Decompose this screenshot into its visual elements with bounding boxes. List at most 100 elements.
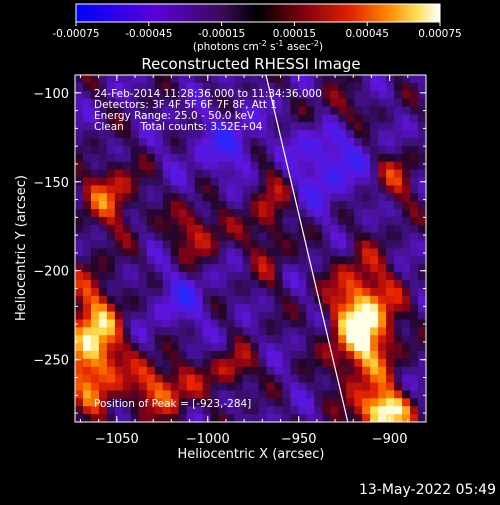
heatmap-cell [218, 185, 228, 194]
heatmap-cell [274, 327, 284, 336]
heatmap-cell [306, 193, 315, 202]
heatmap-cell [330, 216, 339, 226]
heatmap-cell [322, 169, 331, 179]
heatmap-cell [178, 169, 188, 179]
heatmap-cell [314, 390, 323, 399]
heatmap-cell [226, 280, 236, 289]
heatmap-cell [322, 153, 331, 163]
heatmap-cell [346, 374, 355, 384]
heatmap-cell [370, 209, 379, 218]
heatmap-cell [106, 311, 116, 321]
heatmap-cell [114, 351, 124, 360]
heatmap-cell [90, 216, 100, 226]
heatmap-cell [194, 161, 204, 171]
heatmap-cell [290, 390, 299, 399]
heatmap-cell [362, 327, 371, 336]
heatmap-cell [410, 145, 419, 155]
heatmap-cell [298, 145, 307, 155]
heatmap-cell [386, 224, 395, 234]
heatmap-cell [338, 209, 347, 218]
heatmap-cell [338, 272, 347, 281]
heatmap-cell [75, 161, 84, 171]
heatmap-cell [362, 216, 371, 226]
heatmap-cell [90, 90, 100, 100]
heatmap-cell [130, 327, 140, 336]
heatmap-cell [362, 366, 371, 376]
heatmap-cell [338, 169, 347, 179]
heatmap-cell [338, 240, 347, 250]
heatmap-cell [234, 240, 244, 250]
heatmap-cell [82, 209, 92, 218]
heatmap-cell [90, 161, 100, 171]
heatmap-cell [154, 114, 164, 123]
heatmap-cell [154, 169, 164, 179]
heatmap-cell [194, 153, 204, 163]
heatmap-cell [226, 169, 236, 179]
heatmap-cell [290, 280, 299, 289]
heatmap-cell [258, 406, 268, 415]
heatmap-cell [170, 414, 180, 422]
heatmap-cell [234, 114, 244, 123]
heatmap-cell [130, 264, 140, 273]
heatmap-cell [98, 366, 108, 376]
heatmap-cell [106, 193, 116, 202]
heatmap-cell [98, 145, 108, 155]
heatmap-cell [402, 406, 411, 415]
heatmap-cell [314, 145, 323, 155]
heatmap-cell [130, 343, 140, 352]
heatmap-cell [226, 240, 236, 250]
heatmap-cell [162, 193, 172, 202]
heatmap-cell [282, 138, 291, 147]
heatmap-cell [90, 130, 100, 139]
heatmap-cell [266, 106, 276, 116]
heatmap-cell [394, 90, 403, 100]
heatmap-cell [146, 185, 156, 194]
heatmap-cell [194, 122, 204, 131]
heatmap-cell [218, 161, 228, 171]
heatmap-cell [370, 358, 379, 368]
heatmap-cell [330, 319, 339, 328]
heatmap-cell [154, 406, 164, 415]
heatmap-cell [218, 272, 228, 281]
heatmap-cell [418, 240, 426, 250]
heatmap-cell [226, 287, 236, 297]
heatmap-cell [234, 201, 244, 210]
heatmap-cell [298, 319, 307, 328]
heatmap-cell [162, 398, 172, 407]
heatmap-cell [378, 390, 387, 399]
heatmap-cell [146, 98, 156, 108]
heatmap-cell [130, 287, 140, 297]
heatmap-cell [138, 343, 148, 352]
heatmap-cell [146, 130, 156, 139]
heatmap-cell [410, 201, 419, 210]
heatmap-cell [410, 374, 419, 384]
heatmap-cell [402, 264, 411, 273]
heatmap-cell [298, 114, 307, 123]
heatmap-cell [274, 287, 284, 297]
heatmap-cell [90, 319, 100, 328]
heatmap-cell [154, 287, 164, 297]
y-axis: −100−150−200−250 [33, 74, 426, 414]
heatmap-cell [338, 398, 347, 407]
heatmap-cell [354, 264, 363, 273]
heatmap-cell [370, 256, 379, 265]
heatmap-cell [146, 209, 156, 218]
heatmap-cell [250, 358, 260, 368]
heatmap-cell [226, 75, 236, 84]
heatmap-cell [378, 201, 387, 210]
heatmap-cell [338, 90, 347, 100]
heatmap-cell [90, 82, 100, 92]
heatmap-cell [314, 256, 323, 265]
heatmap-cell [362, 264, 371, 273]
heatmap-cell [394, 169, 403, 179]
heatmap-cell [378, 161, 387, 171]
heatmap-cell [418, 303, 426, 313]
heatmap-cell [322, 319, 331, 328]
heatmap-cell [258, 193, 268, 202]
heatmap-cell [394, 114, 403, 123]
heatmap-cell [258, 382, 268, 392]
heatmap-cell [90, 272, 100, 281]
heatmap-cell [410, 209, 419, 218]
heatmap-cell [218, 256, 228, 265]
heatmap-cell [82, 82, 92, 92]
